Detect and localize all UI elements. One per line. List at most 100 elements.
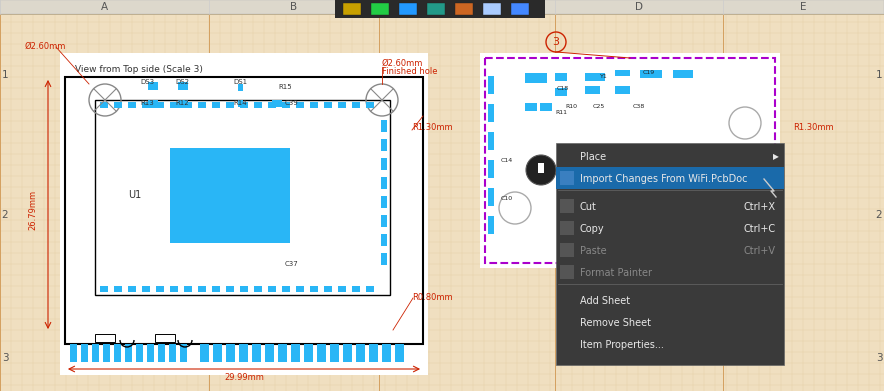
Bar bbox=[352, 102, 360, 108]
Bar bbox=[381, 253, 387, 265]
Text: R14: R14 bbox=[233, 100, 247, 106]
Text: C37: C37 bbox=[285, 261, 299, 267]
Bar bbox=[184, 102, 192, 108]
Text: Item Properties...: Item Properties... bbox=[580, 340, 664, 350]
Bar bbox=[488, 216, 494, 234]
Bar bbox=[369, 344, 378, 362]
Bar bbox=[170, 102, 178, 108]
Bar bbox=[381, 158, 387, 170]
Bar bbox=[352, 286, 360, 292]
Bar bbox=[183, 82, 188, 90]
Bar bbox=[480, 53, 780, 268]
Bar bbox=[268, 286, 276, 292]
Bar bbox=[238, 84, 243, 91]
Bar bbox=[254, 286, 262, 292]
Bar bbox=[455, 3, 473, 15]
Bar bbox=[226, 344, 235, 362]
Text: C18: C18 bbox=[557, 86, 569, 90]
Bar bbox=[153, 82, 158, 90]
Bar bbox=[291, 344, 300, 362]
Text: 3: 3 bbox=[552, 37, 560, 47]
Bar bbox=[169, 344, 176, 362]
Text: 29.99mm: 29.99mm bbox=[224, 373, 264, 382]
Text: R15: R15 bbox=[278, 84, 292, 90]
Text: Ctrl+C: Ctrl+C bbox=[743, 224, 776, 234]
Bar bbox=[100, 102, 108, 108]
Bar bbox=[239, 344, 248, 362]
Bar bbox=[640, 70, 662, 78]
Bar bbox=[560, 221, 574, 235]
Bar bbox=[65, 77, 423, 344]
Bar bbox=[136, 344, 143, 362]
Bar bbox=[178, 100, 183, 108]
Text: U1: U1 bbox=[128, 190, 141, 201]
Text: Ctrl+V: Ctrl+V bbox=[744, 246, 776, 256]
Bar bbox=[296, 102, 304, 108]
Bar bbox=[103, 344, 110, 362]
Bar bbox=[240, 286, 248, 292]
Text: D: D bbox=[635, 2, 643, 12]
Bar bbox=[155, 334, 175, 342]
Bar bbox=[226, 286, 234, 292]
Text: 2: 2 bbox=[876, 210, 882, 220]
Text: R10: R10 bbox=[565, 104, 577, 108]
Bar bbox=[180, 344, 187, 362]
Bar bbox=[198, 286, 206, 292]
Bar bbox=[200, 344, 209, 362]
Text: C: C bbox=[463, 2, 470, 12]
Text: E: E bbox=[800, 2, 806, 12]
Text: 3: 3 bbox=[876, 353, 882, 363]
Bar bbox=[81, 344, 88, 362]
Text: Remove Sheet: Remove Sheet bbox=[580, 318, 651, 328]
Bar bbox=[128, 286, 136, 292]
Bar bbox=[212, 102, 220, 108]
Bar bbox=[485, 58, 775, 263]
Text: View from Top side (Scale 3): View from Top side (Scale 3) bbox=[75, 66, 202, 75]
Bar bbox=[156, 102, 164, 108]
Bar bbox=[356, 344, 365, 362]
Bar bbox=[483, 3, 501, 15]
Bar bbox=[511, 3, 529, 15]
Bar bbox=[382, 344, 391, 362]
Text: 2: 2 bbox=[2, 210, 8, 220]
Text: Finished hole: Finished hole bbox=[382, 68, 438, 77]
Bar bbox=[148, 82, 153, 90]
Bar bbox=[556, 143, 784, 365]
Text: R13: R13 bbox=[140, 100, 154, 106]
Bar bbox=[310, 102, 318, 108]
Bar bbox=[142, 102, 150, 108]
Bar bbox=[153, 100, 158, 108]
Bar bbox=[330, 344, 339, 362]
Bar bbox=[381, 120, 387, 132]
Text: Paste: Paste bbox=[580, 246, 606, 256]
Text: Add Sheet: Add Sheet bbox=[580, 296, 630, 306]
Bar bbox=[525, 73, 547, 83]
Bar bbox=[142, 286, 150, 292]
Bar bbox=[156, 286, 164, 292]
Text: Ctrl+X: Ctrl+X bbox=[744, 202, 776, 212]
Text: Y1: Y1 bbox=[600, 75, 608, 79]
Bar bbox=[324, 102, 332, 108]
Bar bbox=[125, 344, 132, 362]
Circle shape bbox=[526, 155, 556, 185]
Bar bbox=[560, 265, 574, 279]
Bar bbox=[381, 196, 387, 208]
Bar bbox=[366, 286, 374, 292]
Bar bbox=[343, 3, 361, 15]
Bar bbox=[560, 199, 574, 213]
Text: ▶: ▶ bbox=[774, 152, 779, 161]
Bar bbox=[114, 102, 122, 108]
Bar bbox=[304, 344, 313, 362]
Bar bbox=[673, 70, 693, 78]
Bar bbox=[252, 344, 261, 362]
Bar bbox=[488, 132, 494, 150]
Text: A: A bbox=[101, 2, 108, 12]
Text: R1.30mm: R1.30mm bbox=[412, 124, 453, 133]
Bar bbox=[488, 76, 494, 94]
Text: C10: C10 bbox=[501, 196, 513, 201]
Bar bbox=[615, 86, 630, 94]
Text: Ø2.60mm: Ø2.60mm bbox=[382, 59, 423, 68]
Text: C19: C19 bbox=[643, 70, 655, 75]
Bar bbox=[488, 104, 494, 122]
Bar bbox=[254, 102, 262, 108]
